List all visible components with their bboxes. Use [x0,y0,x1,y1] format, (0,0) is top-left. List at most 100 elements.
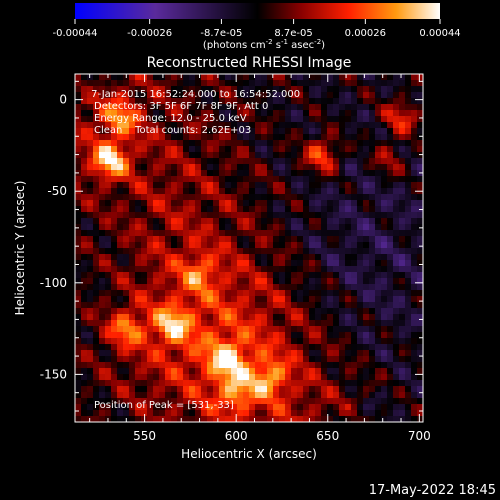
heatmap-cell [309,404,316,411]
heatmap-cell [207,212,214,219]
heatmap-cell [327,314,334,321]
heatmap-cell [327,116,334,123]
heatmap-cell [111,398,118,405]
heatmap-cell [273,338,280,345]
heatmap-cell [363,272,370,279]
heatmap-cell [357,326,364,333]
heatmap-cell [339,206,346,213]
heatmap-cell [321,74,328,81]
heatmap-cell [129,350,136,357]
heatmap-cell [375,242,382,249]
heatmap-cell [351,218,358,225]
heatmap-cell [315,188,322,195]
heatmap-cell [261,266,268,273]
heatmap-cell [225,266,232,273]
heatmap-cell [315,410,322,417]
heatmap-cell [405,140,412,147]
heatmap-cell [363,356,370,363]
heatmap-cell [321,248,328,255]
heatmap-cell [297,278,304,285]
heatmap-cell [249,164,256,171]
heatmap-cell [183,176,190,183]
heatmap-cell [417,212,423,219]
heatmap-cell [225,260,232,267]
heatmap-cell [213,278,220,285]
heatmap-cell [141,206,148,213]
heatmap-cell [129,182,136,189]
heatmap-cell [117,182,124,189]
heatmap-cell [177,86,184,93]
heatmap-cell [237,284,244,291]
heatmap-cell [285,86,292,93]
heatmap-cell [375,398,382,405]
heatmap-cell [171,386,178,393]
heatmap-cell [159,164,166,171]
heatmap-cell [327,128,334,135]
heatmap-cell [279,104,286,111]
heatmap-cell [363,98,370,105]
heatmap-cell [231,416,238,422]
heatmap-cell [369,386,376,393]
heatmap-cell [303,158,310,165]
heatmap-cell [177,248,184,255]
heatmap-cell [87,374,94,381]
heatmap-cell [153,146,160,153]
heatmap-cell [93,200,100,207]
heatmap-cell [261,332,268,339]
heatmap-cell [237,134,244,141]
heatmap-cell [129,152,136,159]
heatmap-cell [105,284,112,291]
heatmap-cell [417,332,423,339]
heatmap-cell [153,332,160,339]
heatmap-cell [105,332,112,339]
heatmap-cell [159,278,166,285]
heatmap-cell [195,242,202,249]
heatmap-cell [213,398,220,405]
heatmap-cell [381,110,388,117]
heatmap-cell [363,194,370,201]
heatmap-cell [267,272,274,279]
heatmap-cell [237,92,244,99]
heatmap-cell [111,242,118,249]
heatmap-cell [291,248,298,255]
heatmap-cell [369,170,376,177]
heatmap-cell [105,224,112,231]
heatmap-cell [279,194,286,201]
heatmap-cell [231,248,238,255]
heatmap-cell [81,410,88,417]
heatmap-cell [189,284,196,291]
heatmap-cell [393,314,400,321]
heatmap-cell [309,134,316,141]
heatmap-cell [285,236,292,243]
heatmap-cell [375,308,382,315]
heatmap-cell [195,416,202,422]
heatmap-cell [123,404,130,411]
heatmap-cell [297,404,304,411]
heatmap-cell [387,284,394,291]
heatmap-cell [327,242,334,249]
heatmap-cell [81,224,88,231]
heatmap-cell [375,320,382,327]
heatmap-cell [315,206,322,213]
heatmap-cell [309,266,316,273]
heatmap-cell [333,374,340,381]
heatmap-cell [315,386,322,393]
heatmap-cell [99,194,106,201]
heatmap-cell [219,218,226,225]
heatmap-cell [333,230,340,237]
heatmap-cell [381,248,388,255]
heatmap-cell [399,398,406,405]
heatmap-cell [297,116,304,123]
heatmap-cell [345,284,352,291]
heatmap-cell [357,344,364,351]
heatmap-cell [261,74,268,81]
heatmap-cell [249,410,256,417]
heatmap-cell [129,266,136,273]
heatmap-cell [201,116,208,123]
heatmap-cell [351,170,358,177]
heatmap-cell [93,98,100,105]
heatmap-cell [81,128,88,135]
heatmap-cell [255,272,262,279]
heatmap-cell [339,314,346,321]
heatmap-cell [237,224,244,231]
